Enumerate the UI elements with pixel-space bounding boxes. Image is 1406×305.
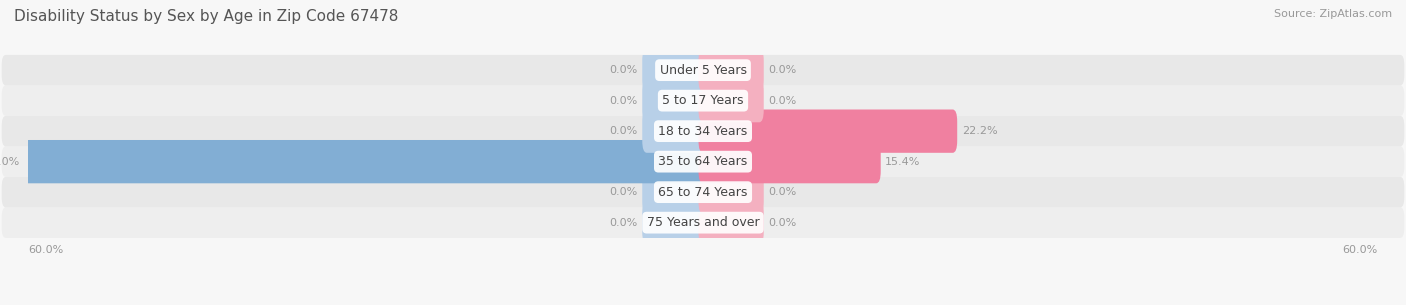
FancyBboxPatch shape bbox=[1, 177, 1405, 207]
FancyBboxPatch shape bbox=[699, 79, 763, 122]
FancyBboxPatch shape bbox=[643, 79, 707, 122]
FancyBboxPatch shape bbox=[699, 109, 957, 153]
FancyBboxPatch shape bbox=[643, 170, 707, 214]
Text: 0.0%: 0.0% bbox=[768, 187, 796, 197]
Text: 15.4%: 15.4% bbox=[886, 157, 921, 167]
Text: 35 to 64 Years: 35 to 64 Years bbox=[658, 155, 748, 168]
FancyBboxPatch shape bbox=[643, 201, 707, 244]
Text: Under 5 Years: Under 5 Years bbox=[659, 64, 747, 77]
FancyBboxPatch shape bbox=[1, 116, 1405, 146]
Text: 0.0%: 0.0% bbox=[610, 218, 638, 228]
FancyBboxPatch shape bbox=[1, 207, 1405, 238]
Text: 65 to 74 Years: 65 to 74 Years bbox=[658, 186, 748, 199]
Text: 0.0%: 0.0% bbox=[610, 187, 638, 197]
Text: Source: ZipAtlas.com: Source: ZipAtlas.com bbox=[1274, 9, 1392, 19]
FancyBboxPatch shape bbox=[643, 109, 707, 153]
Text: 0.0%: 0.0% bbox=[610, 65, 638, 75]
Text: 60.0%: 60.0% bbox=[28, 245, 63, 255]
FancyBboxPatch shape bbox=[1, 85, 1405, 116]
Text: 60.0%: 60.0% bbox=[1343, 245, 1378, 255]
Text: 0.0%: 0.0% bbox=[768, 218, 796, 228]
Legend: Male, Female: Male, Female bbox=[634, 304, 772, 305]
FancyBboxPatch shape bbox=[699, 201, 763, 244]
Text: 0.0%: 0.0% bbox=[768, 65, 796, 75]
Text: 0.0%: 0.0% bbox=[610, 96, 638, 106]
FancyBboxPatch shape bbox=[24, 140, 707, 183]
FancyBboxPatch shape bbox=[699, 140, 880, 183]
Text: 18 to 34 Years: 18 to 34 Years bbox=[658, 125, 748, 138]
Text: 5 to 17 Years: 5 to 17 Years bbox=[662, 94, 744, 107]
Text: 0.0%: 0.0% bbox=[610, 126, 638, 136]
FancyBboxPatch shape bbox=[1, 146, 1405, 177]
Text: 60.0%: 60.0% bbox=[0, 157, 20, 167]
Text: 0.0%: 0.0% bbox=[768, 96, 796, 106]
FancyBboxPatch shape bbox=[699, 170, 763, 214]
FancyBboxPatch shape bbox=[643, 48, 707, 92]
Text: 22.2%: 22.2% bbox=[962, 126, 997, 136]
FancyBboxPatch shape bbox=[699, 48, 763, 92]
FancyBboxPatch shape bbox=[1, 55, 1405, 85]
Text: 75 Years and over: 75 Years and over bbox=[647, 216, 759, 229]
Text: Disability Status by Sex by Age in Zip Code 67478: Disability Status by Sex by Age in Zip C… bbox=[14, 9, 398, 24]
